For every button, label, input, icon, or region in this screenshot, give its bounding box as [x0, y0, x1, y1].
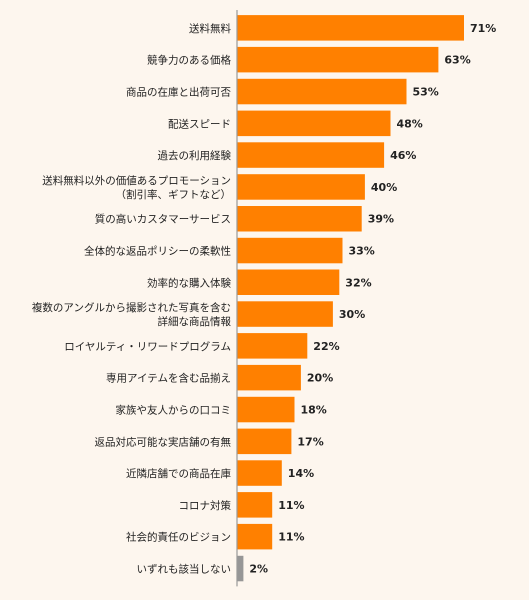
category-label-line: コロナ対策: [179, 499, 232, 512]
value-label: 46%: [390, 149, 416, 162]
category-label-line: 詳細な商品情報: [158, 315, 232, 328]
bar: [237, 460, 282, 486]
bar: [237, 555, 244, 582]
category-label: 配送スピード: [168, 117, 231, 130]
value-label: 33%: [349, 245, 375, 258]
category-label: コロナ対策: [179, 499, 232, 512]
category-label-line: 過去の利用経験: [158, 149, 232, 162]
bar: [237, 110, 391, 137]
category-label-line: 専用アイテムを含む品揃え: [106, 372, 231, 385]
value-label: 14%: [288, 467, 314, 480]
value-label: 63%: [444, 54, 470, 67]
value-label: 53%: [413, 86, 439, 99]
value-label: 2%: [249, 563, 268, 576]
category-label: 効率的な購入体験: [147, 276, 231, 289]
bar: [237, 174, 365, 200]
bar: [237, 523, 273, 550]
bar: [237, 15, 464, 41]
value-label: 18%: [301, 404, 327, 417]
category-label: 近隣店舗での商品在庫: [126, 467, 231, 480]
category-label: 返品対応可能な実店舗の有無: [95, 435, 232, 448]
bar: [237, 301, 333, 327]
bar: [237, 364, 301, 391]
category-label: 競争力のある価格: [147, 54, 231, 67]
category-label: 質の高いカスタマーサービス: [95, 213, 231, 226]
category-label-line: 全体的な返品ポリシーの柔軟性: [84, 245, 231, 258]
value-label: 17%: [297, 435, 323, 448]
bar: [237, 492, 273, 518]
category-label: 送料無料: [189, 22, 231, 35]
value-label: 11%: [278, 531, 304, 544]
category-label: 複数のアングルから撮影された写真を含む詳細な商品情報: [32, 301, 232, 328]
category-label-line: 社会的責任のビジョン: [126, 531, 231, 544]
category-label: いずれも該当しない: [137, 563, 232, 576]
bar: [237, 46, 439, 73]
category-label-line: 送料無料: [189, 22, 231, 35]
value-label: 32%: [345, 276, 371, 289]
category-label-line: 送料無料以外の価値あるプロモーション: [42, 174, 231, 187]
value-label: 22%: [313, 340, 339, 353]
category-label: 過去の利用経験: [158, 149, 232, 162]
category-label-line: 近隣店舗での商品在庫: [126, 467, 231, 480]
bar: [237, 396, 295, 423]
bar: [237, 269, 340, 295]
category-label-line: 返品対応可能な実店舗の有無: [95, 435, 232, 448]
value-label: 48%: [397, 117, 423, 130]
bar: [237, 428, 292, 455]
value-label: 71%: [470, 22, 496, 35]
category-label: 社会的責任のビジョン: [126, 531, 231, 544]
bar: [237, 78, 407, 105]
category-label-line: 効率的な購入体験: [147, 276, 231, 289]
value-label: 39%: [368, 213, 394, 226]
category-label: 専用アイテムを含む品揃え: [106, 372, 231, 385]
category-label-line: 家族や友人からの口コミ: [116, 404, 232, 417]
category-label: 商品の在庫と出荷可否: [126, 86, 231, 99]
category-label-line: 質の高いカスタマーサービス: [95, 213, 231, 226]
bar: [237, 333, 308, 359]
category-label-line: 競争力のある価格: [147, 54, 231, 67]
category-label: ロイヤルティ・リワードプログラム: [64, 340, 231, 353]
bar: [237, 206, 362, 232]
category-label: 送料無料以外の価値あるプロモーション（割引率、ギフトなど）: [42, 174, 231, 201]
category-label-line: ロイヤルティ・リワードプログラム: [64, 340, 231, 353]
value-label: 11%: [278, 499, 304, 512]
bar: [237, 237, 343, 264]
category-label-line: いずれも該当しない: [137, 563, 232, 576]
value-label: 30%: [339, 308, 365, 321]
category-label: 全体的な返品ポリシーの柔軟性: [84, 245, 231, 258]
category-label-line: 複数のアングルから撮影された写真を含む: [32, 301, 231, 314]
bar: [237, 142, 385, 168]
value-label: 40%: [371, 181, 397, 194]
category-label-line: 配送スピード: [168, 117, 231, 130]
category-label: 家族や友人からの口コミ: [116, 404, 232, 417]
category-label-line: 商品の在庫と出荷可否: [126, 86, 231, 99]
category-label-line: （割引率、ギフトなど）: [116, 188, 232, 201]
value-label: 20%: [307, 372, 333, 385]
